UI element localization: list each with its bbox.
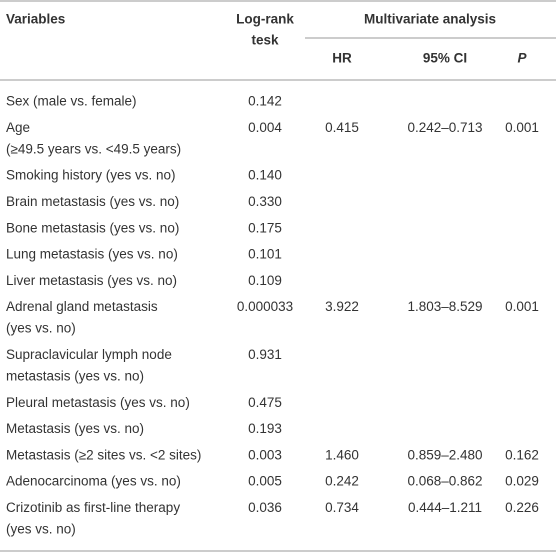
variable-cell: Adenocarcinoma (yes vs. no) (6, 474, 181, 489)
logrank-cell: 0.003 (248, 447, 282, 462)
logrank-cell: 0.005 (248, 474, 282, 489)
variable-cell: Age (6, 120, 30, 135)
header-cell: P (517, 51, 527, 66)
variable-cell: metastasis (yes vs. no) (6, 368, 144, 383)
hr-cell: 3.922 (325, 299, 359, 314)
ci-cell: 0.444–1.211 (408, 500, 482, 515)
variable-cell: (yes vs. no) (6, 521, 76, 536)
variable-cell: Liver metastasis (yes vs. no) (6, 273, 177, 288)
p-cell: 0.001 (505, 120, 539, 135)
logrank-cell: 0.000033 (237, 299, 293, 314)
ci-cell: 0.242–0.713 (407, 120, 482, 135)
hr-cell: 0.734 (325, 500, 359, 515)
variable-cell: Metastasis (≥2 sites vs. <2 sites) (6, 447, 201, 462)
logrank-cell: 0.142 (248, 94, 282, 109)
variable-cell: (yes vs. no) (6, 321, 76, 336)
logrank-cell: 0.931 (248, 347, 282, 362)
p-cell: 0.001 (505, 299, 539, 314)
variable-cell: Bone metastasis (yes vs. no) (6, 220, 179, 235)
variable-cell: (≥49.5 years vs. <49.5 years) (6, 141, 181, 156)
logrank-cell: 0.140 (248, 168, 282, 183)
variable-cell: Brain metastasis (yes vs. no) (6, 194, 179, 209)
p-cell: 0.029 (505, 474, 539, 489)
logrank-cell: 0.036 (248, 500, 282, 515)
header-cell: tesk (251, 33, 279, 48)
logrank-cell: 0.004 (248, 120, 282, 135)
variable-cell: Crizotinib as first-line therapy (6, 500, 180, 515)
variable-cell: Lung metastasis (yes vs. no) (6, 247, 178, 262)
ci-cell: 1.803–8.529 (407, 299, 482, 314)
variable-cell: Adrenal gland metastasis (6, 299, 158, 314)
hr-cell: 1.460 (325, 447, 359, 462)
variable-cell: Supraclavicular lymph node (6, 347, 172, 362)
p-cell: 0.226 (505, 500, 539, 515)
hr-cell: 0.415 (325, 120, 359, 135)
p-cell: 0.162 (505, 447, 539, 462)
header-cell: HR (332, 51, 352, 66)
hr-cell: 0.242 (325, 474, 359, 489)
logrank-cell: 0.193 (248, 421, 282, 436)
header-cell: 95% CI (423, 51, 467, 66)
header-cell: Variables (6, 12, 65, 27)
logrank-cell: 0.330 (248, 194, 282, 209)
variable-cell: Sex (male vs. female) (6, 94, 137, 109)
logrank-cell: 0.475 (248, 395, 282, 410)
variable-cell: Metastasis (yes vs. no) (6, 421, 144, 436)
variable-cell: Smoking history (yes vs. no) (6, 168, 176, 183)
ci-cell: 0.068–0.862 (407, 474, 482, 489)
header-cell: Multivariate analysis (364, 12, 496, 27)
variable-cell: Pleural metastasis (yes vs. no) (6, 395, 190, 410)
header-cell: Log-rank (236, 12, 294, 27)
ci-cell: 0.859–2.480 (407, 447, 482, 462)
logrank-cell: 0.175 (248, 220, 282, 235)
logrank-cell: 0.109 (248, 273, 282, 288)
logrank-cell: 0.101 (248, 247, 282, 262)
